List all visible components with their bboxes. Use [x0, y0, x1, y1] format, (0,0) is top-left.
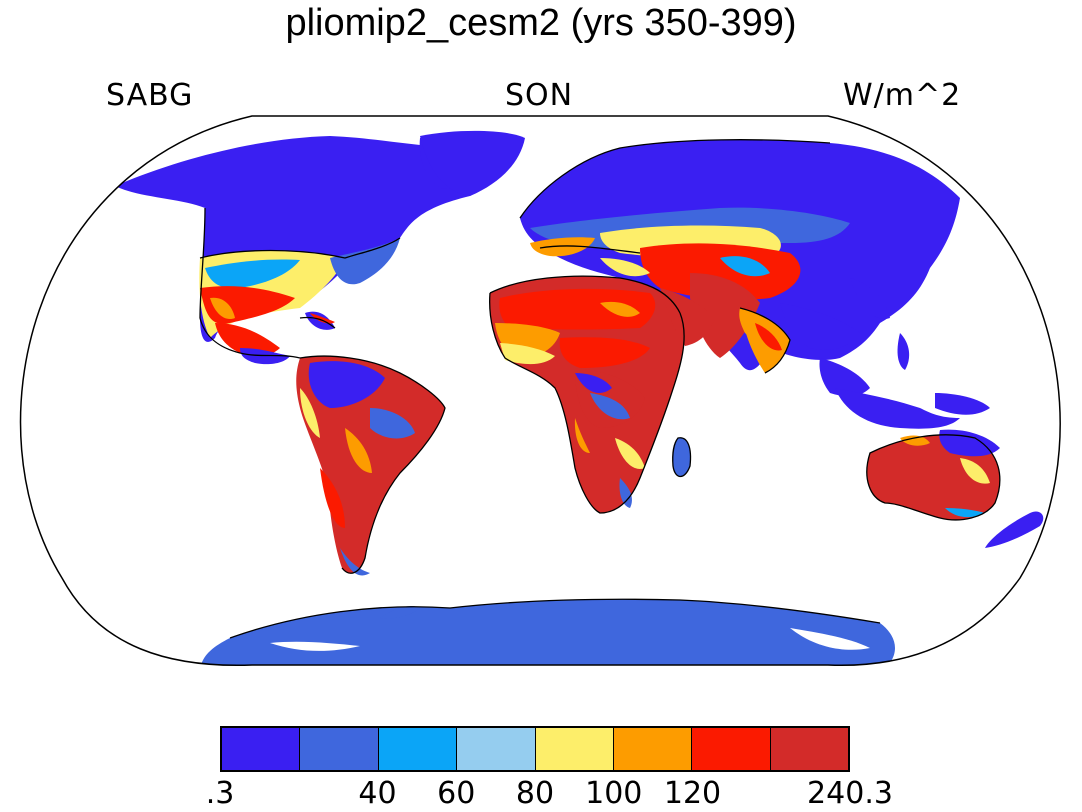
season-label: SON: [505, 78, 574, 113]
colorbar-tick-label: 100: [585, 776, 643, 811]
greenland: [420, 130, 525, 196]
colorbar-swatch: [770, 728, 848, 770]
coastlines: [199, 139, 1001, 639]
colorbar: [220, 726, 850, 772]
colorbar-swatch: [457, 728, 536, 770]
colorbar-tick-label: 120: [663, 776, 722, 811]
colorbar-swatch: [535, 728, 614, 770]
africa: [489, 276, 685, 513]
se-asia-islands: [819, 333, 990, 429]
globe-outline: [19, 115, 1061, 667]
colorbar-swatch: [378, 728, 458, 770]
map-title: pliomip2_cesm2 (yrs 350-399): [285, 2, 797, 44]
colorbar-tick-label: 60: [437, 776, 476, 811]
colorbar-swatch: [222, 728, 301, 770]
new-zealand: [985, 511, 1044, 548]
colorbar-swatch: [613, 728, 693, 770]
colorbar-tick-label: 40: [358, 776, 397, 811]
units-label: W/m^2: [843, 78, 962, 113]
colorbar-swatch: [300, 728, 379, 770]
world-map: [0, 108, 1082, 673]
south-america: [296, 356, 445, 576]
colorbar-swatch: [692, 728, 771, 770]
colorbar-tick-label: 80: [515, 776, 555, 811]
australia: [866, 429, 1000, 520]
colorbar-tick-label: .3: [205, 776, 235, 811]
antarctica: [200, 599, 895, 666]
madagascar: [672, 437, 691, 477]
variable-label: SABG: [106, 78, 194, 113]
colorbar-tick-label: 240.3: [807, 776, 893, 811]
